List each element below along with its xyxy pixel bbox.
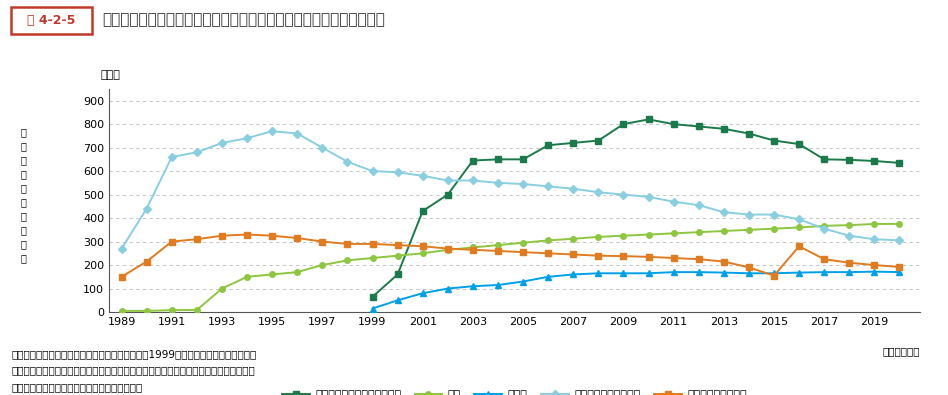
- Text: 資料：環境省「令和２年度地下水質測定結果」: 資料：環境省「令和２年度地下水質測定結果」: [11, 382, 142, 392]
- Text: 図 4-2-5: 図 4-2-5: [27, 14, 76, 26]
- Text: 地下水の水質汚濁に係る環境基準の超過本数（継続監視調査）の推移: 地下水の水質汚濁に係る環境基準の超過本数（継続監視調査）の推移: [102, 12, 385, 27]
- Legend: 硝酸性窒素及び亜硝酸性窒素, 砒素, ふっ素, テトラクロロエチレン, トリクロロエチレン: 硝酸性窒素及び亜硝酸性窒素, 砒素, ふっ素, テトラクロロエチレン, トリクロ…: [282, 390, 747, 395]
- Text: ２：このグラフは環境基準超過井戸本数が比較的多かった項目のみ対象としている。: ２：このグラフは環境基準超過井戸本数が比較的多かった項目のみ対象としている。: [11, 365, 255, 375]
- Text: 注１：硝酸性窒素及び亜硝酸性窒素、ふっ素は、1999年に環境基準に追加された。: 注１：硝酸性窒素及び亜硝酸性窒素、ふっ素は、1999年に環境基準に追加された。: [11, 350, 257, 359]
- Text: （本）: （本）: [100, 70, 120, 80]
- Text: 環
境
基
準
超
過
井
戸
本
数: 環 境 基 準 超 過 井 戸 本 数: [21, 128, 27, 263]
- Text: （調査年度）: （調査年度）: [882, 347, 920, 357]
